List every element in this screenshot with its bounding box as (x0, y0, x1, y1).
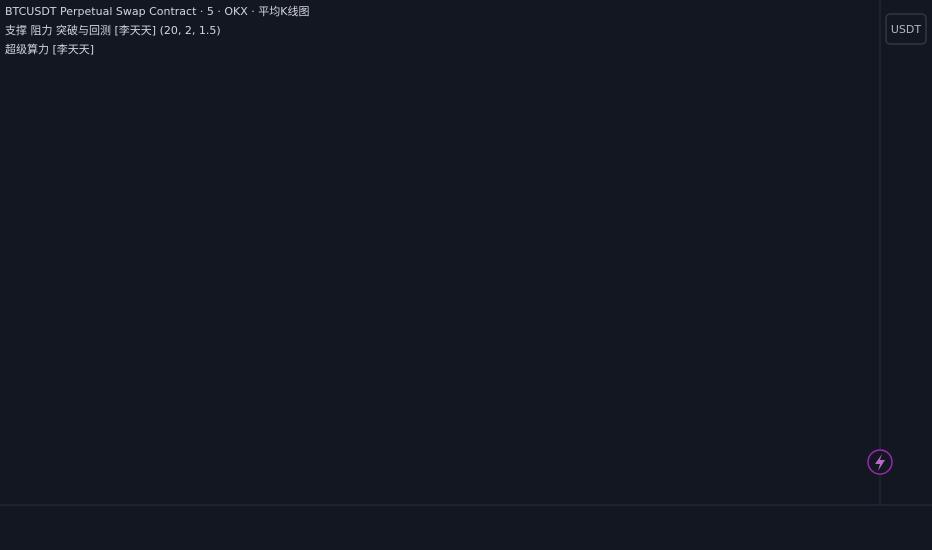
header-line: 超级算力 [李天天] (5, 42, 94, 56)
currency-label[interactable]: USDT (891, 23, 922, 36)
header-line: BTCUSDT Perpetual Swap Contract · 5 · OK… (5, 4, 310, 18)
currency-button[interactable] (885, 13, 927, 45)
header-line: 支撑 阻力 突破与回测 [李天天] (20, 2, 1.5) (5, 23, 221, 37)
lightning (875, 454, 885, 471)
